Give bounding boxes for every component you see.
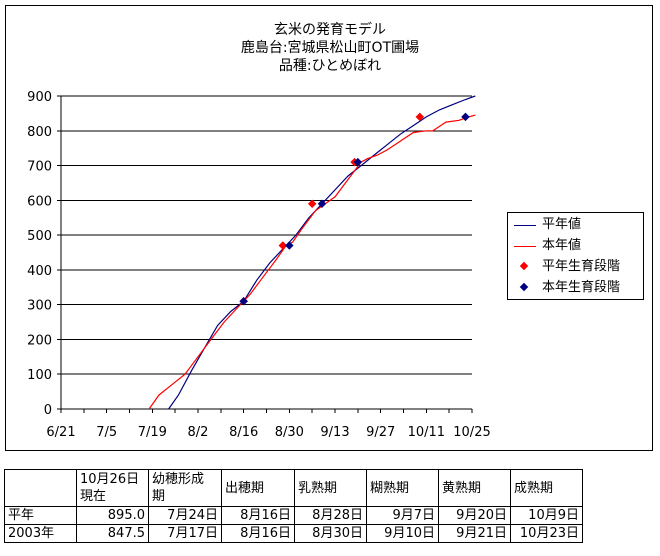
x-tick-label: 10/11 — [408, 425, 445, 440]
stage-marker — [285, 241, 294, 250]
table-header-row: 10月26日 現在 幼穂形成期 出穂期 乳熟期 糊熟期 黄熟期 成熟期 — [4, 469, 583, 507]
header-cell-heading: 出穂期 — [221, 469, 295, 507]
x-tick-label: 9/13 — [320, 425, 349, 440]
chart-title-line-2: 鹿島台:宮城県松山町OT圃場 — [240, 40, 420, 56]
x-tick-label: 9/27 — [366, 425, 395, 440]
header-cell-panicle: 幼穂形成期 — [148, 469, 222, 507]
table-cell: 8月30日 — [294, 524, 367, 543]
x-tick-label: 8/16 — [229, 425, 258, 440]
stage-marker — [461, 112, 470, 122]
table-cell: 895.0 — [76, 506, 149, 525]
legend-label: 本年値 — [542, 238, 582, 253]
stage-marker — [353, 157, 363, 167]
series-line-1 — [148, 114, 476, 410]
chart-plot: 0 100 200 300 400 500 600 700 800 900 6/21 7/5 7/19 8… — [27, 90, 491, 440]
y-tick-label: 700 — [27, 160, 52, 175]
legend-item-current-line: 本年値 — [514, 237, 581, 255]
header-cell-yellow: 黄熟期 — [438, 469, 511, 507]
row-label: 2003年 — [4, 524, 77, 543]
table-row: 2003年 847.5 7月17日 8月16日 8月30日 9月10日 9月21… — [4, 524, 583, 543]
header-cell-current: 10月26日 現在 — [76, 469, 149, 507]
x-tick-label: 7/19 — [138, 425, 167, 440]
row-label: 平年 — [4, 506, 77, 525]
header-cell-blank — [4, 469, 77, 507]
series-line-0 — [168, 95, 476, 410]
table-cell: 7月17日 — [148, 524, 222, 543]
y-tick-label: 900 — [27, 90, 52, 105]
table-cell: 9月10日 — [366, 524, 439, 543]
table-cell: 8月16日 — [221, 524, 295, 543]
header-cell-dough: 糊熟期 — [366, 469, 439, 507]
legend-item-current-stage: 本年生育段階 — [514, 279, 620, 297]
y-tick-label: 600 — [27, 194, 52, 209]
chart-title-line-1: 玄米の発育モデル — [274, 22, 386, 38]
legend-item-normal-stage: 平年生育段階 — [514, 258, 620, 276]
y-tick-label: 100 — [27, 368, 52, 383]
table-cell: 10月23日 — [510, 524, 583, 543]
y-tick-label: 500 — [27, 229, 52, 244]
y-tick-label: 0 — [44, 403, 52, 418]
header-cell-milk: 乳熟期 — [294, 469, 367, 507]
x-tick-label: 6/21 — [46, 425, 75, 440]
y-tick-label: 200 — [27, 333, 52, 348]
table-cell: 7月24日 — [148, 506, 222, 525]
stage-marker — [307, 199, 317, 209]
y-tick-label: 800 — [27, 125, 52, 140]
header-cell-mature: 成熟期 — [510, 469, 583, 507]
y-tick-label: 300 — [27, 299, 52, 314]
stage-marker — [239, 296, 248, 306]
x-tick-label: 10/25 — [453, 425, 490, 440]
x-tick-label: 7/5 — [96, 425, 117, 440]
stage-summary-table: 10月26日 現在 幼穂形成期 出穂期 乳熟期 糊熟期 黄熟期 成熟期 平年 89… — [4, 469, 583, 543]
table-cell: 847.5 — [76, 524, 149, 543]
table-cell: 8月16日 — [221, 506, 295, 525]
table-cell: 9月21日 — [438, 524, 511, 543]
table-cell: 10月9日 — [510, 506, 583, 525]
table-cell: 8月28日 — [294, 506, 367, 525]
legend-item-normal-line: 平年値 — [514, 216, 581, 234]
table-cell: 9月7日 — [366, 506, 439, 525]
chart-legend: 平年値 本年値 平年生育段階 本年生育段階 — [507, 212, 644, 300]
y-tick-label: 400 — [27, 264, 52, 279]
x-tick-label: 8/2 — [188, 425, 209, 440]
legend-label: 平年値 — [542, 217, 582, 232]
stage-marker — [278, 241, 288, 250]
chart-title-line-3: 品種:ひとめぼれ — [278, 58, 382, 74]
x-tick-label: 8/30 — [275, 425, 304, 440]
stage-marker — [317, 199, 327, 209]
table-cell: 9月20日 — [438, 506, 511, 525]
table-row: 平年 895.0 7月24日 8月16日 8月28日 9月7日 9月20日 10… — [4, 506, 583, 525]
legend-label: 本年生育段階 — [542, 280, 621, 295]
stage-marker — [415, 112, 425, 122]
legend-label: 平年生育段階 — [542, 259, 621, 274]
